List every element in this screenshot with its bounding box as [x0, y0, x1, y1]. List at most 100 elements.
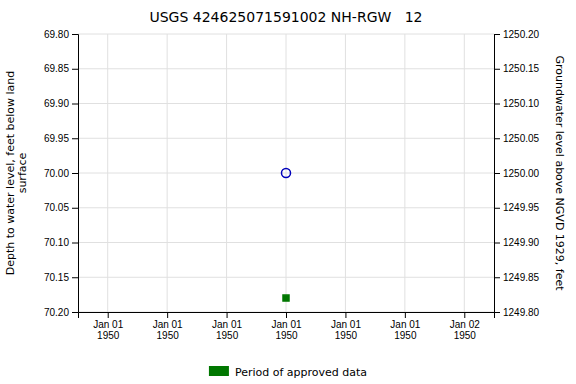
y-tick-label: 69.95: [44, 133, 69, 144]
y2-tick: 1249.80: [494, 307, 540, 318]
x-tick: Jan 011950: [390, 312, 420, 341]
y2-tick-mark: [494, 208, 500, 209]
y-tick-label: 69.80: [44, 29, 69, 40]
y2-tick-mark: [494, 277, 500, 278]
x-tick: Jan 011950: [153, 312, 183, 341]
y2-tick: 1250.20: [494, 29, 540, 40]
y-tick-label: 70.05: [44, 202, 69, 213]
title: USGS 424625071591002 NH-RGW 12: [149, 9, 422, 25]
y2-tick-label: 1250.10: [503, 98, 540, 109]
text-line: 1950: [335, 330, 358, 341]
text-line: Jan 01: [212, 319, 242, 330]
y-tick: 70.15: [44, 272, 78, 283]
x-tick-label: Jan 011950: [212, 319, 242, 341]
y2-tick-label: 1250.05: [503, 133, 540, 144]
y2-axis-title: Groundwater level above NGVD 1929, feet: [553, 55, 566, 291]
y-tick-mark: [72, 138, 78, 139]
y-tick-mark: [72, 104, 78, 105]
y2-tick-mark: [494, 34, 500, 35]
y2-tick-label: 1250.15: [503, 63, 540, 74]
x-tick-label: Jan 011950: [331, 319, 361, 341]
text-line: 1950: [216, 330, 239, 341]
x-tick-mark: [345, 312, 346, 318]
y2-tick-mark: [494, 69, 500, 70]
legend-swatch: [209, 366, 229, 376]
y-tick-mark: [72, 208, 78, 209]
y2-axis: 1250.20 1250.15 1250.10 1250.05 1250.00 1249.…: [494, 29, 540, 318]
grid-line-y: [78, 242, 494, 243]
x-tick-mark: [227, 312, 228, 318]
y-tick: 70.20: [44, 307, 78, 318]
y2-tick-mark: [494, 104, 500, 105]
text-line: Jan 01: [93, 319, 123, 330]
text-line: surface: [16, 152, 29, 193]
y-axis-title: Depth to water level, feet below landsur…: [4, 71, 30, 276]
y-tick-mark: [72, 243, 78, 244]
series: [281, 168, 290, 177]
text-line: 1950: [157, 330, 180, 341]
y2-tick-label: 1249.95: [503, 202, 540, 213]
y2-axis-line: [495, 35, 501, 313]
grid-line-y: [78, 103, 494, 104]
y-tick: 70.10: [44, 237, 78, 248]
y2-tick: 1250.15: [494, 63, 540, 74]
y-tick: 69.85: [44, 63, 78, 74]
y2-tick-label: 1249.90: [503, 237, 540, 248]
chart: Jan 011950Jan 011950Jan 011950Jan 011950…: [0, 0, 576, 384]
y2-tick: 1249.95: [494, 202, 540, 213]
y-tick-mark: [72, 69, 78, 70]
text-line: Groundwater level above NGVD 1929, feet: [553, 55, 566, 291]
text-line: Jan 01: [271, 319, 301, 330]
y2-tick-label: 1249.85: [503, 272, 540, 283]
x-tick: Jan 011950: [271, 312, 301, 341]
y-tick: 69.80: [44, 29, 78, 40]
legend-label: Period of approved data: [235, 366, 367, 379]
x-axis: Jan 011950Jan 011950Jan 011950Jan 011950…: [79, 312, 495, 341]
y-tick-mark: [72, 312, 78, 313]
x-axis-line: [79, 313, 495, 319]
grid-line-y: [78, 68, 494, 69]
y2-tick: 1249.90: [494, 237, 540, 248]
text-line: Depth to water level, feet below land: [4, 71, 17, 276]
y2-tick: 1249.85: [494, 272, 540, 283]
legend-item: Period of approved data: [209, 366, 367, 379]
y-tick: 69.90: [44, 98, 78, 109]
y-tick-label: 70.00: [44, 168, 69, 179]
x-tick-mark: [108, 312, 109, 318]
series: [283, 295, 289, 301]
text-line: Jan 01: [390, 319, 420, 330]
x-tick-mark: [405, 312, 406, 318]
text-line: 1950: [454, 330, 477, 341]
y2-tick-label: 1249.80: [503, 307, 540, 318]
legend: Period of approved data: [209, 366, 367, 379]
x-tick-mark: [464, 312, 465, 318]
text-line: Jan 01: [331, 319, 361, 330]
x-tick: Jan 011950: [212, 312, 242, 341]
y-tick-mark: [72, 277, 78, 278]
x-tick-mark: [167, 312, 168, 318]
grid: [78, 34, 494, 312]
grid-line-y: [78, 207, 494, 208]
grid-line-y: [78, 277, 494, 278]
y-tick-mark: [72, 173, 78, 174]
x-tick: Jan 021950: [450, 312, 480, 341]
y-tick-label: 70.10: [44, 237, 69, 248]
text-line: 1950: [97, 330, 120, 341]
point: [283, 295, 289, 301]
grid-line-y: [78, 138, 494, 139]
grid-line-y: [78, 34, 494, 35]
y-tick-label: 69.85: [44, 63, 69, 74]
text-line: Jan 01: [153, 319, 183, 330]
y2-tick-label: 1250.20: [503, 29, 540, 40]
x-tick-mark: [286, 312, 287, 318]
y2-tick: 1250.00: [494, 168, 540, 179]
y2-tick-mark: [494, 173, 500, 174]
y-tick-label: 69.90: [44, 98, 69, 109]
y2-tick-label: 1250.00: [503, 168, 540, 179]
plot-area: Jan 011950Jan 011950Jan 011950Jan 011950…: [4, 29, 566, 341]
y2-tick: 1250.05: [494, 133, 540, 144]
y2-tick-mark: [494, 138, 500, 139]
x-tick: Jan 011950: [93, 312, 123, 341]
y2-tick-mark: [494, 243, 500, 244]
y-tick: 69.95: [44, 133, 78, 144]
